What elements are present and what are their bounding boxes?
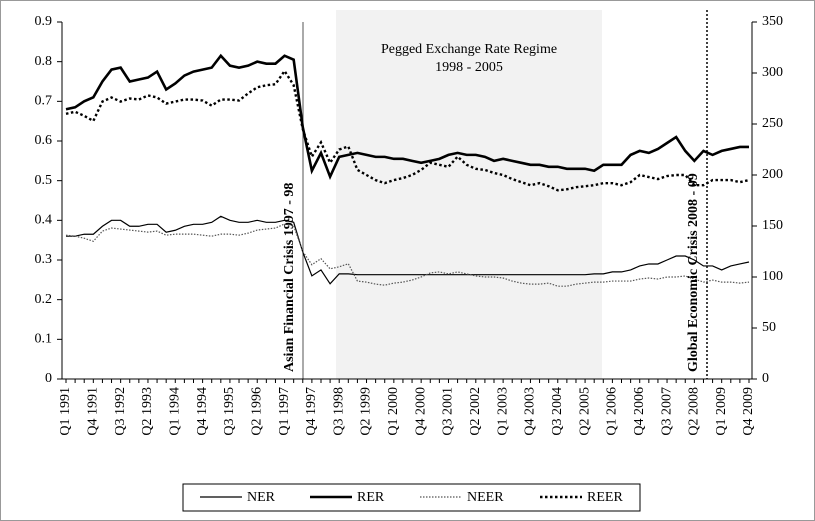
x-tick-label: Q4 2006 — [632, 387, 647, 436]
x-tick-label: Q1 1997 — [277, 387, 292, 436]
pegged-region — [336, 10, 602, 379]
x-tick-label: Q3 1995 — [222, 387, 237, 436]
legend-label: RER — [357, 490, 385, 505]
y-tick-label: 0.3 — [35, 252, 53, 267]
legend-label: REER — [587, 490, 623, 505]
x-tick-label: Q3 2004 — [550, 387, 565, 436]
y2-tick-label: 50 — [762, 320, 776, 335]
x-tick-label: Q1 2009 — [714, 387, 729, 436]
x-tick-label: Q2 2005 — [577, 387, 592, 436]
y-tick-label: 0.1 — [35, 332, 53, 347]
y-tick-label: 0.6 — [35, 133, 53, 148]
y-tick-label: 0.2 — [35, 292, 53, 307]
series-line — [65, 223, 750, 287]
legend-label: NER — [247, 490, 276, 505]
x-tick-label: Q4 1994 — [195, 387, 210, 436]
annotation: Global Economic Crisis 2008 - 09 — [686, 173, 701, 372]
y2-tick-label: 150 — [762, 218, 783, 233]
x-tick-label: Q1 1991 — [58, 387, 73, 436]
y-tick-label: 0.8 — [35, 54, 53, 69]
series-line — [65, 53, 749, 181]
x-tick-label: Q4 2003 — [523, 387, 538, 436]
y2-tick-label: 250 — [762, 116, 783, 131]
x-tick-label: Q3 1998 — [331, 387, 346, 436]
y2-tick-label: 100 — [762, 269, 783, 284]
y2-tick-label: 300 — [762, 65, 783, 80]
x-tick-label: Q2 1999 — [359, 387, 374, 436]
x-tick-label: Q3 2001 — [441, 387, 456, 436]
x-tick-label: Q2 1993 — [140, 387, 155, 436]
x-tick-label: Q2 2008 — [687, 387, 702, 436]
series-line — [66, 215, 750, 285]
x-tick-label: Q4 1997 — [304, 387, 319, 436]
y2-tick-label: 0 — [762, 371, 769, 386]
x-tick-label: Q3 1992 — [113, 387, 128, 436]
y-tick-label: 0.7 — [35, 94, 53, 109]
y-tick-label: 0 — [45, 371, 52, 386]
x-tick-label: Q1 2006 — [605, 387, 620, 436]
annotation: 1998 - 2005 — [435, 60, 503, 75]
y-tick-label: 0.5 — [35, 173, 53, 188]
x-tick-label: Q1 1994 — [167, 387, 182, 436]
y2-tick-label: 350 — [762, 14, 783, 29]
y-tick-label: 0.4 — [35, 213, 53, 228]
annotation: Pegged Exchange Rate Regime — [381, 42, 557, 57]
x-tick-label: Q1 2000 — [386, 387, 401, 436]
x-tick-label: Q2 2002 — [468, 387, 483, 436]
y-tick-label: 0.9 — [35, 14, 53, 29]
y2-tick-label: 200 — [762, 167, 783, 182]
legend — [182, 483, 641, 512]
annotation: Asian Financial Crisis 1997 - 98 — [282, 183, 297, 372]
legend-label: NEER — [467, 490, 504, 505]
x-tick-label: Q2 1996 — [249, 387, 264, 436]
x-tick-label: Q3 2007 — [659, 387, 674, 436]
x-tick-label: Q4 2000 — [413, 387, 428, 436]
series-line — [65, 68, 750, 192]
x-tick-label: Q4 2009 — [741, 387, 756, 436]
x-tick-label: Q1 2003 — [495, 387, 510, 436]
x-tick-label: Q4 1991 — [86, 387, 101, 436]
